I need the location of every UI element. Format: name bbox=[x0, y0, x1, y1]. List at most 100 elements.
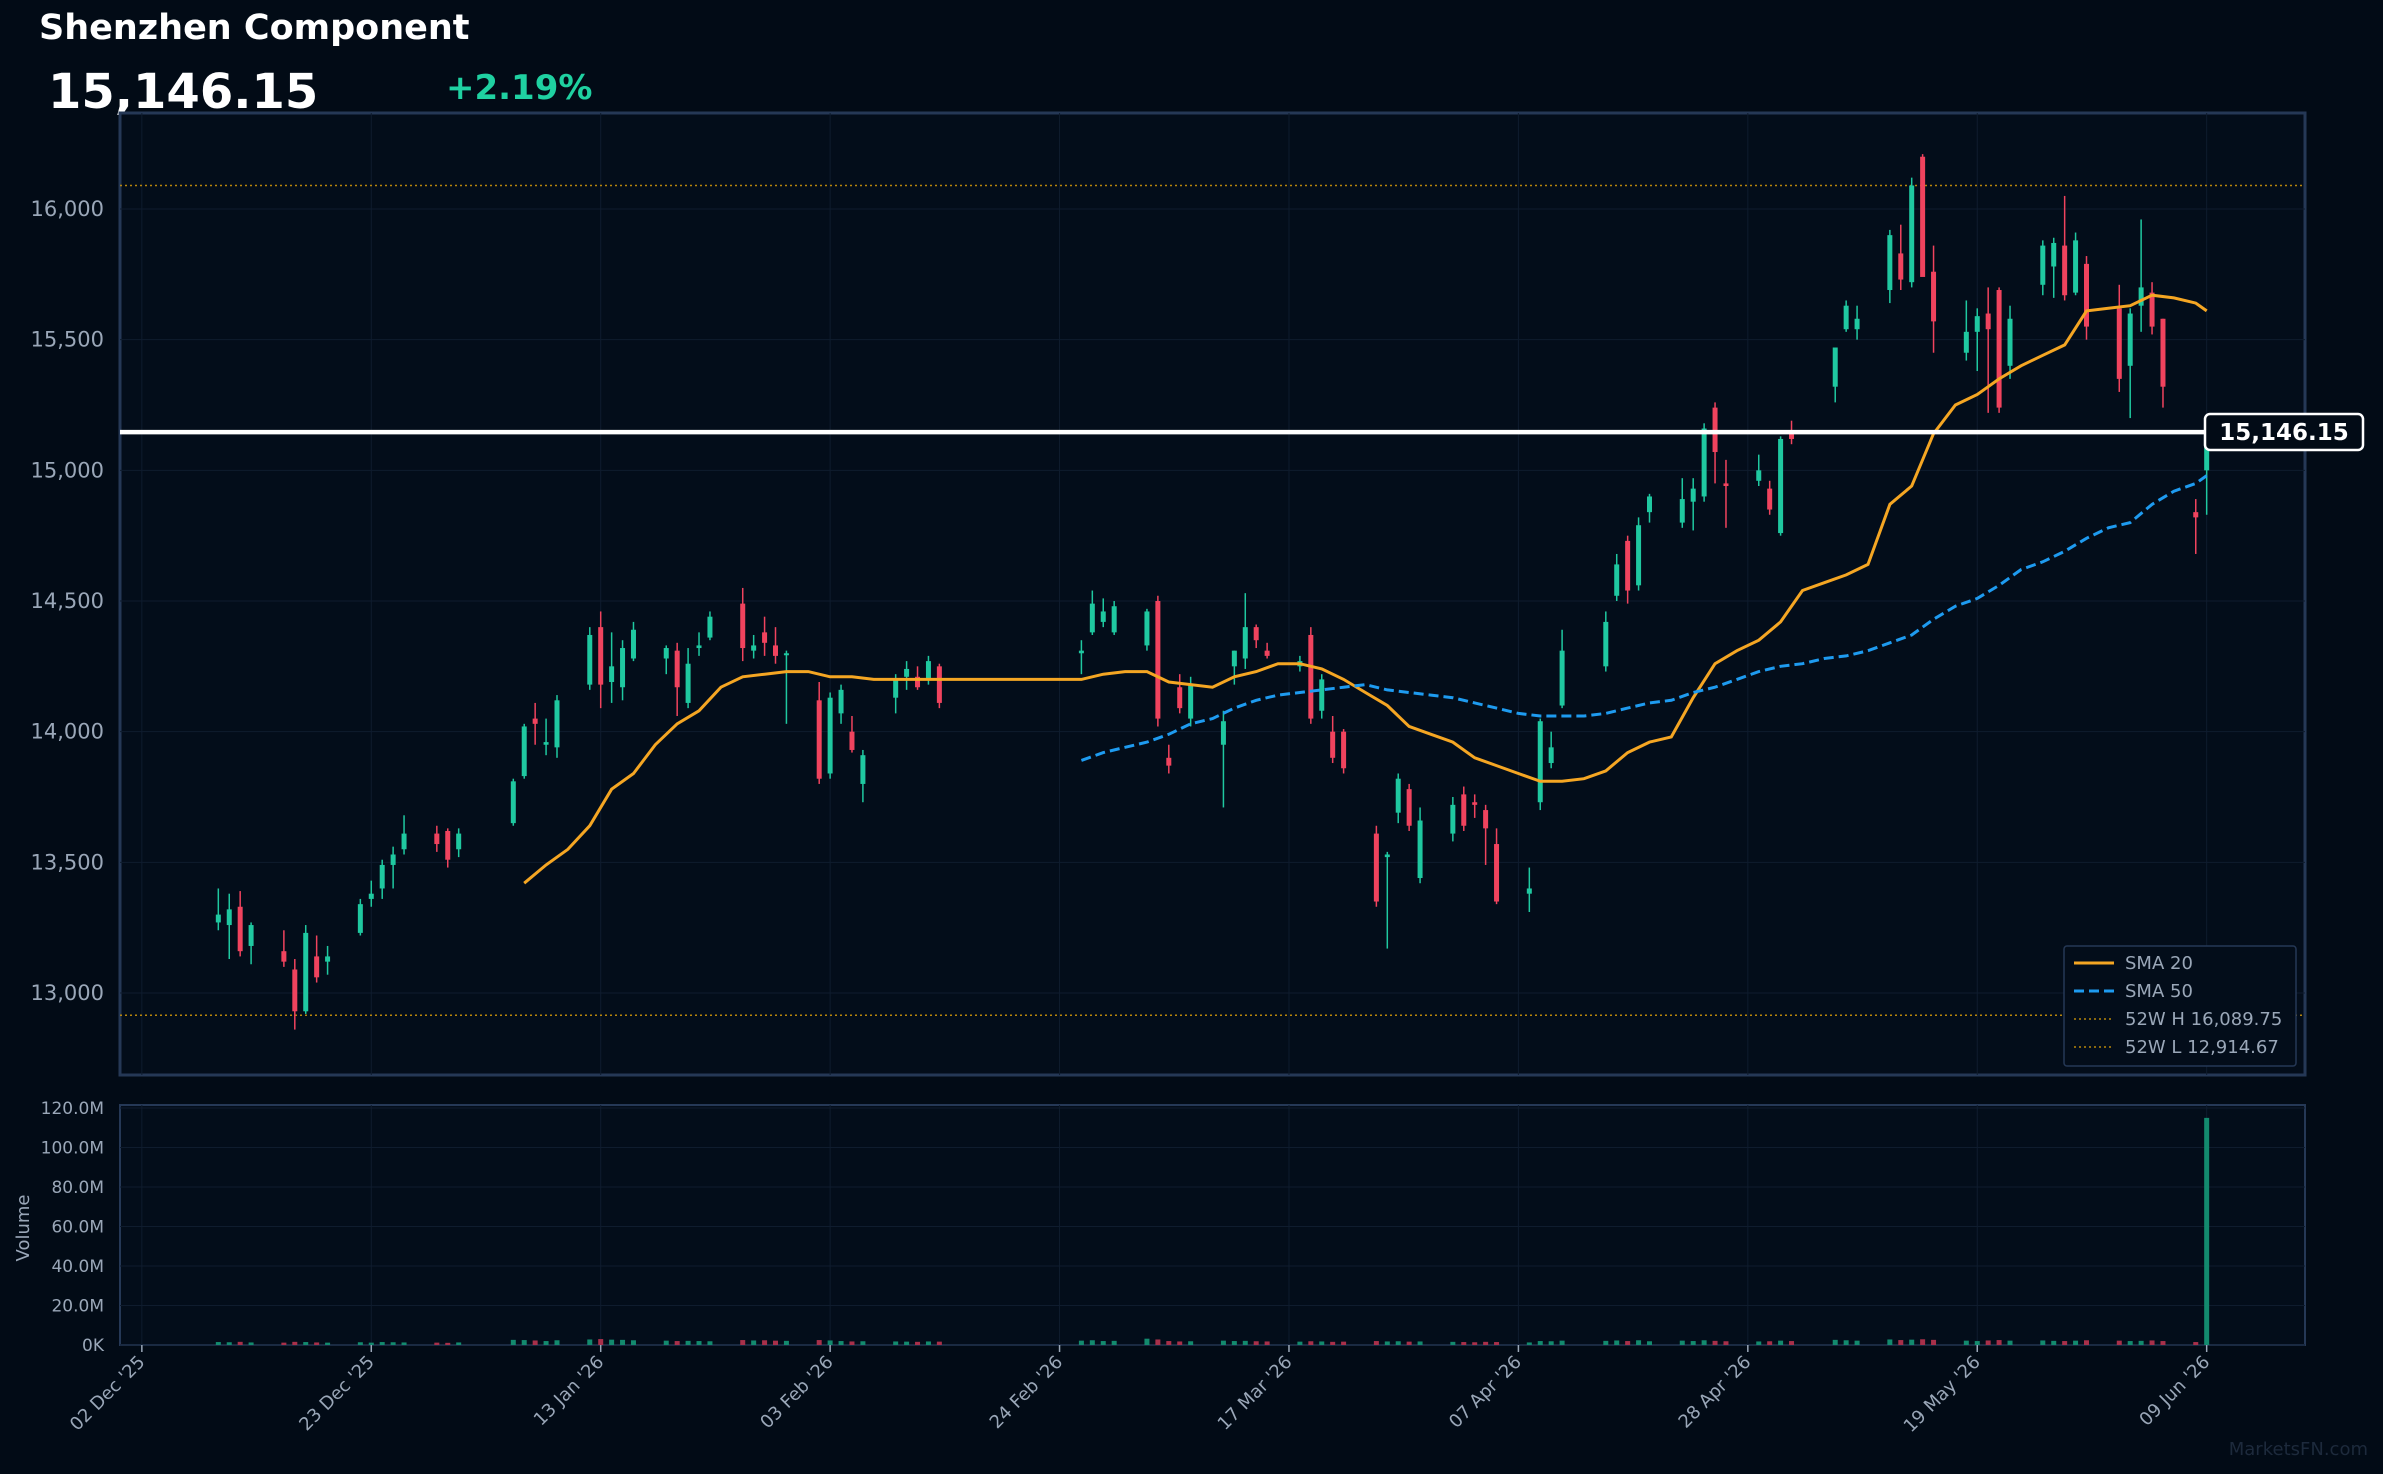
volume-bar bbox=[1253, 1341, 1259, 1345]
volume-bar bbox=[2051, 1340, 2057, 1345]
candle-body bbox=[1559, 650, 1565, 706]
volume-bar bbox=[1756, 1341, 1762, 1345]
volume-bar bbox=[696, 1341, 702, 1345]
candle-body bbox=[816, 700, 822, 779]
candle-body bbox=[1789, 431, 1795, 439]
volume-tick-label: 60.0M bbox=[51, 1218, 104, 1238]
volume-bar bbox=[1559, 1340, 1565, 1345]
candle-body bbox=[1472, 802, 1478, 805]
volume-bar bbox=[740, 1340, 746, 1345]
candle-body bbox=[2204, 432, 2210, 471]
candle-body bbox=[1920, 156, 1926, 277]
candle-body bbox=[860, 755, 866, 784]
candle-body bbox=[904, 668, 910, 677]
grid bbox=[120, 113, 2305, 1346]
candle-body bbox=[1985, 313, 1991, 330]
candle-body bbox=[925, 661, 931, 680]
candle-body bbox=[849, 731, 855, 750]
volume-bar bbox=[390, 1342, 396, 1345]
volume-bar bbox=[1548, 1341, 1554, 1345]
candle-body bbox=[1220, 721, 1226, 745]
volume-tick-label: 40.0M bbox=[51, 1257, 104, 1277]
volume-bar bbox=[237, 1341, 243, 1345]
volume-bar bbox=[827, 1340, 833, 1345]
volume-tick-label: 80.0M bbox=[51, 1178, 104, 1198]
volume-bar bbox=[1985, 1340, 1991, 1345]
volume-bar bbox=[2127, 1341, 2133, 1345]
volume-bar bbox=[325, 1342, 331, 1345]
candle-body bbox=[1887, 235, 1893, 291]
date-tick-label: 02 Dec '25 bbox=[66, 1352, 149, 1435]
volume-bar bbox=[1974, 1341, 1980, 1345]
candle-body bbox=[401, 833, 407, 850]
legend-sma20-label: SMA 20 bbox=[2125, 953, 2193, 974]
volume-bar bbox=[1231, 1341, 1237, 1345]
volume-bar bbox=[2204, 1117, 2210, 1345]
volume-bar bbox=[904, 1341, 910, 1345]
watermark: MarketsFN.com bbox=[2229, 1439, 2368, 1460]
candle-body bbox=[674, 650, 680, 688]
candle-body bbox=[663, 648, 669, 659]
volume-bar bbox=[1395, 1341, 1401, 1345]
candle-body bbox=[2193, 512, 2199, 518]
candle-body bbox=[1625, 540, 1631, 591]
volume-bar bbox=[1537, 1341, 1543, 1345]
volume-bar bbox=[1854, 1340, 1860, 1345]
candles bbox=[215, 154, 2210, 1030]
volume-bar bbox=[1089, 1340, 1095, 1345]
candle-body bbox=[292, 969, 298, 1012]
candle-body bbox=[740, 603, 746, 649]
volume-bar bbox=[2149, 1340, 2155, 1345]
candle-body bbox=[2160, 318, 2166, 387]
volume-bar bbox=[860, 1341, 866, 1345]
volume-bar bbox=[281, 1342, 287, 1345]
volume-bar bbox=[1767, 1341, 1773, 1345]
chart-title: Shenzhen Component bbox=[39, 8, 470, 48]
candle-body bbox=[1756, 470, 1762, 481]
volume-bar bbox=[762, 1340, 768, 1345]
candle-body bbox=[1395, 778, 1401, 813]
volume-bar bbox=[751, 1340, 757, 1345]
candle-body bbox=[620, 648, 626, 688]
volume-bar bbox=[368, 1342, 374, 1345]
candle-body bbox=[1330, 731, 1336, 758]
date-tick-label: 19 May '26 bbox=[1900, 1352, 1985, 1437]
candle-body bbox=[2127, 313, 2133, 366]
volume-bar bbox=[816, 1340, 822, 1345]
candle-body bbox=[368, 893, 374, 899]
volume-bar bbox=[226, 1342, 232, 1345]
candle-body bbox=[248, 925, 254, 946]
volume-bar bbox=[707, 1341, 713, 1345]
candle-body bbox=[2149, 292, 2155, 327]
volume-bar bbox=[1406, 1341, 1412, 1345]
volume-bar bbox=[1297, 1341, 1303, 1345]
volume-bar bbox=[292, 1341, 298, 1345]
price-tick-label: 15,500 bbox=[31, 328, 104, 352]
candle-body bbox=[685, 663, 691, 703]
candle-body bbox=[1931, 271, 1937, 322]
volume-bar bbox=[357, 1342, 363, 1345]
volume-bar bbox=[1701, 1340, 1707, 1345]
candle-body bbox=[2073, 240, 2079, 293]
price-tag-box bbox=[2203, 412, 2365, 452]
volume-bar bbox=[1614, 1340, 1620, 1345]
volume-tick-label: 20.0M bbox=[51, 1297, 104, 1317]
candle-body bbox=[2062, 245, 2068, 296]
volume-bar bbox=[587, 1339, 593, 1345]
candle-body bbox=[827, 697, 833, 774]
legend-low-label: 52W L 12,914.67 bbox=[2125, 1037, 2279, 1058]
candle-body bbox=[2051, 242, 2057, 267]
volume-bar bbox=[1264, 1341, 1270, 1345]
volume-bar bbox=[2040, 1340, 2046, 1345]
volume-bar bbox=[1636, 1340, 1642, 1345]
volume-bar bbox=[1341, 1341, 1347, 1345]
candle-body bbox=[1406, 789, 1412, 826]
candle-body bbox=[1461, 794, 1467, 826]
candle-body bbox=[1854, 318, 1860, 330]
price-tick-label: 15,000 bbox=[31, 458, 104, 482]
volume-bar bbox=[1526, 1342, 1532, 1345]
volume-bar bbox=[521, 1340, 527, 1345]
volume-bar bbox=[1909, 1339, 1915, 1345]
volume-bar bbox=[2007, 1340, 2013, 1345]
